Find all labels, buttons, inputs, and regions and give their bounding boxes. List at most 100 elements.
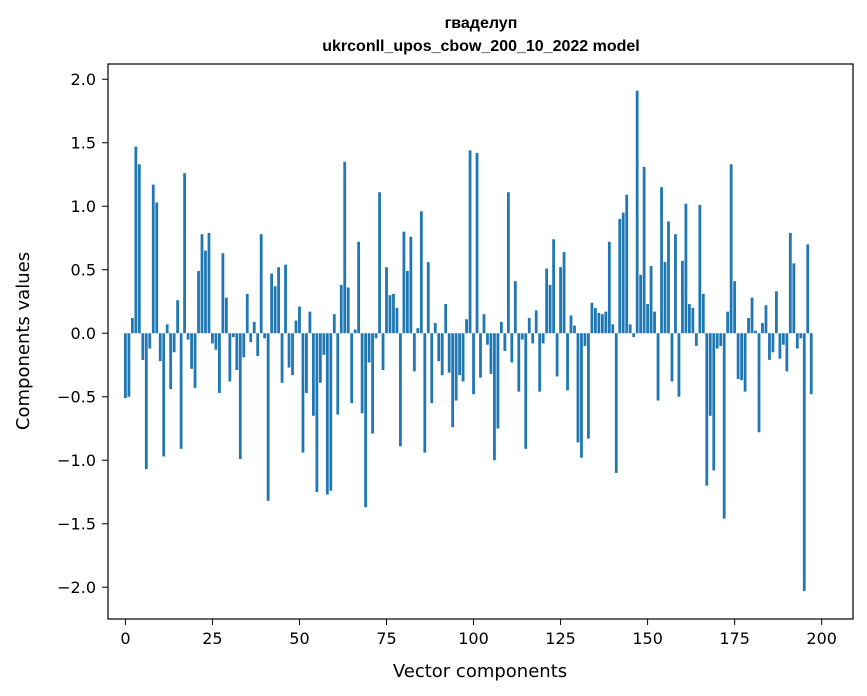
y-tick-label: −2.0: [57, 578, 96, 597]
bar: [593, 307, 597, 334]
bar: [632, 333, 636, 338]
bar: [684, 203, 688, 334]
bar: [151, 184, 155, 334]
bar: [259, 234, 263, 334]
bar: [245, 293, 249, 334]
bar: [381, 333, 385, 371]
bar: [308, 311, 312, 334]
bar: [238, 333, 242, 459]
bar: [353, 329, 357, 334]
bar: [785, 333, 789, 372]
bar: [144, 333, 148, 470]
bar: [660, 187, 663, 334]
bar: [621, 212, 625, 334]
bar: [562, 251, 566, 334]
bar: [204, 250, 207, 334]
x-tick-label: 100: [458, 629, 489, 648]
bar: [754, 330, 757, 334]
bar: [566, 333, 569, 391]
bar: [656, 333, 660, 401]
bar: [329, 333, 333, 491]
bar: [517, 333, 521, 392]
bar: [193, 333, 197, 388]
bar: [273, 286, 277, 334]
chart-title: гваделуп: [445, 15, 518, 32]
bars-group: [124, 90, 813, 592]
bar: [263, 333, 267, 339]
bar: [524, 333, 528, 449]
bar: [228, 333, 232, 382]
bar: [256, 333, 260, 357]
bar: [757, 333, 761, 433]
bar: [287, 333, 291, 368]
bar: [482, 314, 486, 334]
bar: [642, 166, 646, 334]
bar: [385, 267, 388, 334]
bar: [419, 211, 423, 334]
bar: [472, 333, 475, 395]
bar: [719, 333, 723, 346]
bar: [148, 333, 152, 349]
bar: [809, 333, 813, 395]
bar: [291, 333, 294, 376]
x-tick-label: 175: [719, 629, 750, 648]
bar: [461, 333, 465, 382]
bar: [399, 333, 402, 447]
bar: [124, 333, 127, 399]
bar: [224, 297, 228, 334]
bar: [552, 239, 555, 334]
bar: [235, 333, 239, 371]
bar: [409, 236, 413, 334]
x-tick-label: 50: [289, 629, 309, 648]
bar: [475, 152, 479, 334]
bar: [211, 333, 214, 344]
bar: [207, 232, 211, 334]
x-axis-label: Vector components: [393, 661, 567, 682]
bar: [423, 333, 427, 453]
bar: [468, 150, 472, 334]
bar: [677, 333, 681, 397]
bar: [162, 333, 166, 457]
bar: [444, 304, 448, 334]
bar: [343, 161, 347, 334]
bar: [294, 320, 298, 334]
bar: [698, 204, 702, 334]
bar: [221, 253, 225, 334]
bar: [768, 333, 771, 360]
bar: [663, 262, 667, 334]
bar: [775, 291, 778, 334]
bar: [548, 284, 552, 334]
bar: [374, 333, 378, 339]
bar: [392, 293, 395, 334]
bar: [402, 231, 406, 334]
bar: [218, 333, 221, 393]
x-tick-label: 150: [632, 629, 663, 648]
bar: [134, 146, 138, 334]
bar: [346, 287, 350, 334]
bar: [691, 307, 695, 334]
bar: [750, 297, 754, 334]
bar: [176, 300, 180, 334]
bar: [493, 333, 496, 461]
bar: [315, 333, 319, 492]
bar: [214, 333, 218, 350]
bar: [667, 221, 670, 334]
bar: [670, 333, 674, 382]
bar: [604, 311, 608, 334]
bar: [600, 314, 604, 334]
bar: [141, 333, 145, 360]
bar: [158, 333, 162, 362]
bar: [406, 271, 409, 334]
bar: [687, 304, 691, 334]
bar: [500, 321, 503, 334]
x-tick-label: 0: [120, 629, 130, 648]
bar: [312, 333, 315, 416]
y-axis-label: Components values: [13, 252, 34, 430]
bar: [277, 267, 280, 334]
bar: [708, 333, 712, 416]
bar: [339, 284, 343, 334]
y-tick-label: −1.0: [57, 451, 96, 470]
bar: [510, 333, 514, 363]
bar: [298, 306, 301, 334]
